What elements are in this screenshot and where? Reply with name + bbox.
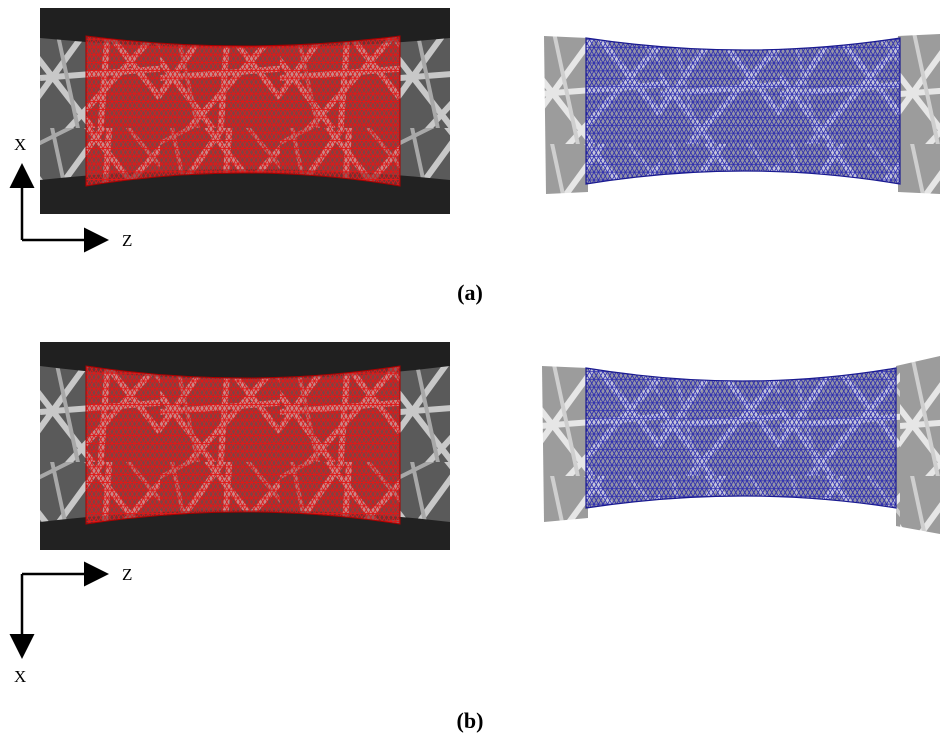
right-image-blue-mesh-a: [540, 24, 940, 199]
axis-label-x-a: X: [14, 135, 26, 154]
caption-b: (b): [456, 708, 484, 733]
left-image-red-mesh-b: [40, 342, 450, 550]
axes-indicator-a: X Z: [9, 135, 132, 253]
figure-panel-b: Z X (b): [0, 320, 940, 744]
left-image-red-mesh-a: [40, 8, 450, 214]
right-image-blue-mesh-b: [540, 356, 940, 536]
axis-label-x-b: X: [14, 667, 26, 686]
figure-panel-a: X Z (a): [0, 0, 940, 320]
axis-label-z-b: Z: [122, 565, 132, 584]
caption-a: (a): [457, 280, 483, 305]
axis-label-z-a: Z: [122, 231, 132, 250]
axes-indicator-b: Z X: [9, 561, 132, 686]
